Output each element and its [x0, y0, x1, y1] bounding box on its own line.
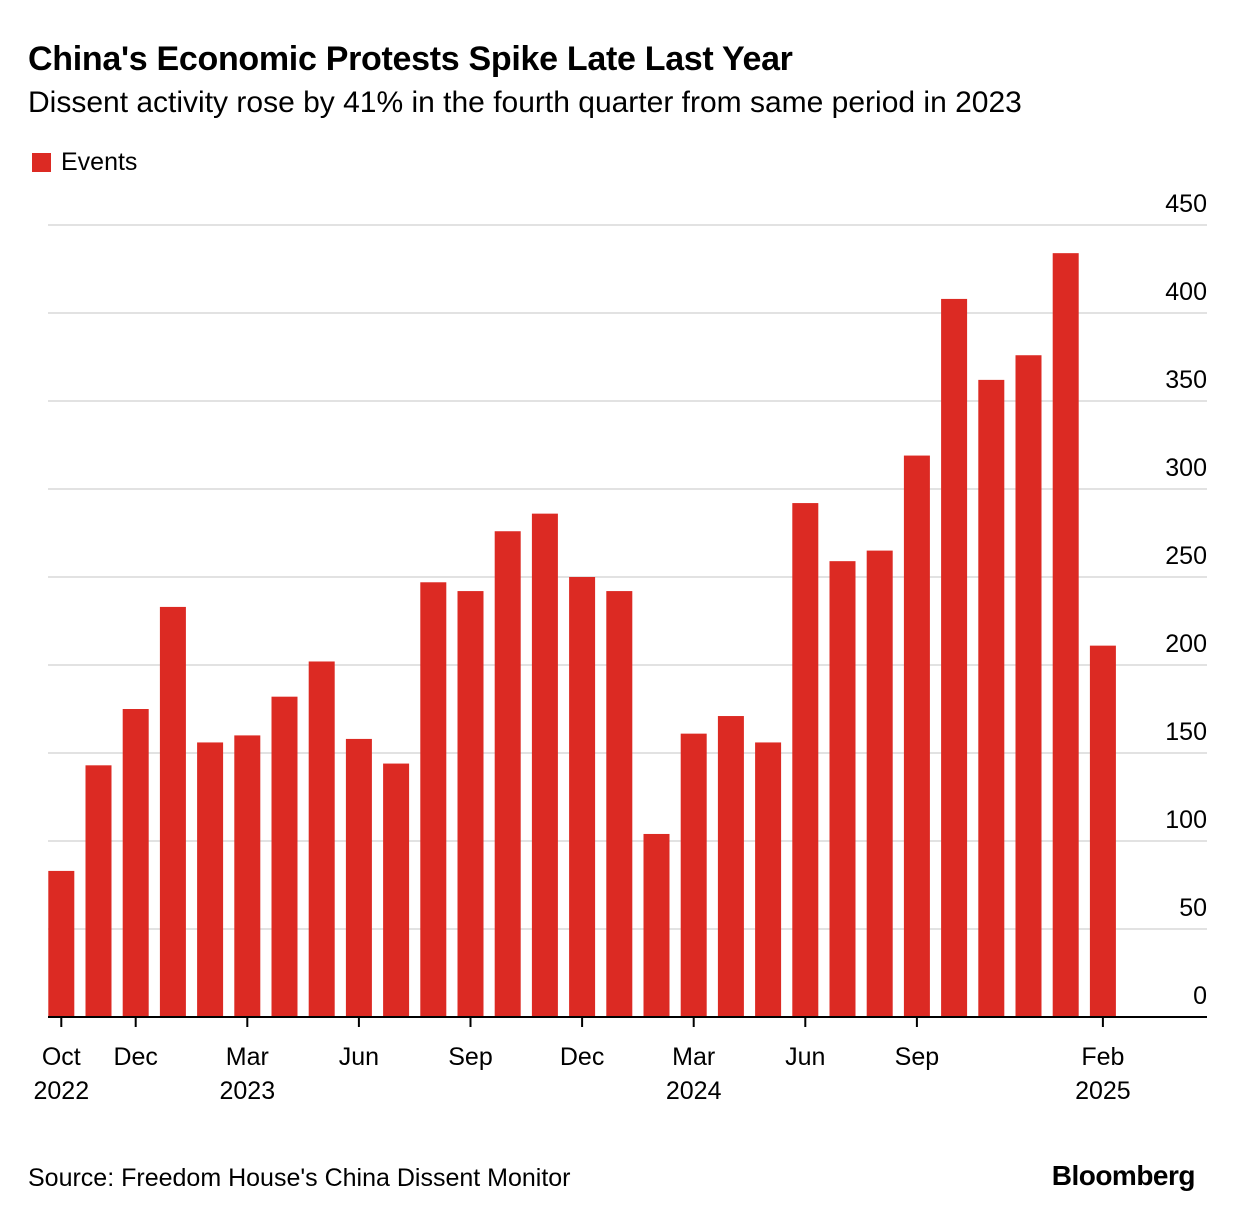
chart-legend: Events	[32, 148, 137, 177]
bar	[1052, 253, 1079, 1017]
legend-label-events: Events	[61, 148, 138, 176]
bar	[85, 765, 112, 1017]
y-tick-label: 450	[1165, 190, 1207, 218]
bar	[494, 531, 521, 1017]
bar	[122, 709, 149, 1017]
x-axis	[48, 1016, 1207, 1027]
y-tick-label: 150	[1165, 718, 1207, 746]
y-tick-label: 350	[1165, 366, 1207, 394]
x-axis-tick-labels: Oct 2022 Dec Mar 2023 Jun Sep Dec Mar 2024 Jun Sep F…	[33, 1043, 1130, 1105]
bar	[308, 661, 335, 1017]
bar	[606, 591, 633, 1017]
y-axis-tick-labels: 0 50 100 150 200 250 300 350 400 450	[1165, 190, 1207, 1010]
bloomberg-logo: Bloomberg	[1051, 1160, 1196, 1191]
bar	[978, 379, 1005, 1017]
bar	[457, 591, 484, 1017]
bar	[48, 870, 75, 1017]
x-tick-label-month: Feb	[1081, 1043, 1124, 1071]
bar	[531, 513, 558, 1017]
y-tick-label: 300	[1165, 454, 1207, 482]
x-tick-label-year: 2022	[33, 1077, 89, 1105]
bar	[569, 577, 596, 1017]
y-tick-label: 0	[1193, 982, 1207, 1010]
x-tick-label-year: 2023	[219, 1077, 275, 1105]
bar	[643, 833, 670, 1017]
x-tick-label-month: Oct	[42, 1043, 81, 1071]
bar	[197, 742, 224, 1017]
bar	[1015, 355, 1042, 1017]
y-tick-label: 50	[1179, 894, 1207, 922]
bars	[48, 253, 1116, 1018]
y-tick-label: 400	[1165, 278, 1207, 306]
x-tick-label-year: 2024	[666, 1077, 722, 1105]
bar	[234, 735, 261, 1017]
bar	[755, 742, 782, 1017]
bar	[345, 738, 372, 1017]
bar	[383, 763, 410, 1017]
x-tick-label-month: Mar	[672, 1043, 715, 1071]
x-tick-label-month: Sep	[448, 1043, 492, 1071]
bar	[159, 606, 186, 1017]
bar	[420, 582, 447, 1017]
source-note: Source: Freedom House's China Dissent Mo…	[28, 1164, 571, 1192]
bar-chart: 0 50 100 150 200 250 300 350 400 450 Oct 2022 Dec Ma…	[33, 190, 1207, 1105]
x-tick-label-month: Sep	[895, 1043, 939, 1071]
x-tick-label-year: 2025	[1075, 1077, 1131, 1105]
bar	[271, 696, 298, 1017]
x-tick-label-month: Dec	[560, 1043, 604, 1071]
chart-title: China's Economic Protests Spike Late Las…	[28, 40, 793, 78]
x-tick-label-month: Dec	[113, 1043, 157, 1071]
bar	[903, 455, 930, 1017]
x-tick-label-month: Jun	[785, 1043, 825, 1071]
chart-subtitle: Dissent activity rose by 41% in the four…	[28, 86, 1022, 119]
legend-swatch-events	[32, 153, 51, 172]
bar	[792, 503, 819, 1018]
bar	[866, 550, 893, 1017]
bar	[680, 733, 707, 1017]
bar	[1089, 645, 1116, 1017]
bar	[829, 561, 856, 1017]
y-tick-label: 200	[1165, 630, 1207, 658]
y-tick-label: 100	[1165, 806, 1207, 834]
x-tick-label-month: Mar	[226, 1043, 269, 1071]
bar	[941, 298, 968, 1017]
bar	[717, 716, 744, 1017]
y-tick-label: 250	[1165, 542, 1207, 570]
x-tick-label-month: Jun	[339, 1043, 379, 1071]
